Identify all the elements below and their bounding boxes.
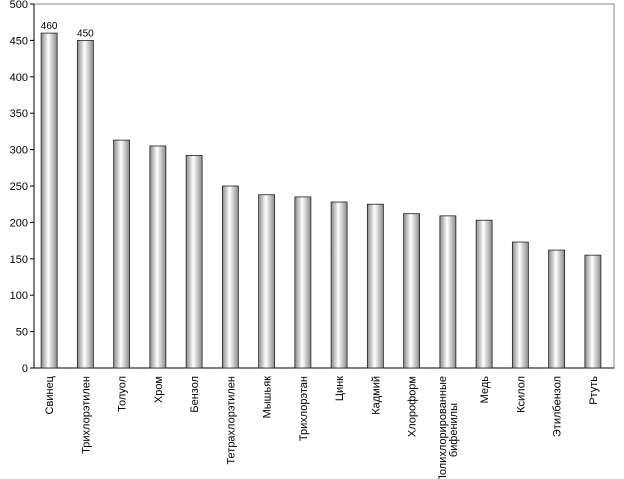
x-tick-label: Тетрахлорэтилен [225, 376, 237, 465]
x-tick-label: Свинец [44, 375, 56, 414]
y-tick-label: 50 [16, 327, 28, 339]
value-label: 460 [41, 21, 58, 32]
y-tick-label: 500 [10, 0, 28, 11]
x-tick-label: Этилбензол [552, 376, 564, 437]
x-tick-label: Бензол [189, 376, 201, 413]
x-tick-label: Кадмий [370, 376, 382, 415]
y-tick-label: 400 [10, 72, 28, 84]
bar [40, 32, 58, 369]
bar [511, 241, 529, 369]
y-tick-label: 450 [10, 35, 28, 47]
y-tick-label: 300 [10, 145, 28, 157]
x-tick-label: Толуол [117, 376, 129, 412]
x-tick-label: Хлороформ [407, 376, 419, 437]
x-tick-label: Медь [479, 376, 491, 404]
bar [113, 139, 131, 369]
bar [149, 145, 167, 369]
x-tick-label: Полихлорированные бифенилы [437, 376, 460, 479]
bar [330, 201, 348, 369]
x-tick-label: Мышьяк [262, 376, 274, 419]
x-tick-label: Ксилол [515, 376, 527, 413]
bar [584, 254, 602, 369]
y-tick-label: 350 [10, 108, 28, 120]
bar [439, 215, 457, 369]
bar [76, 40, 94, 369]
y-tick-label: 150 [10, 254, 28, 266]
y-tick-label: 250 [10, 181, 28, 193]
bar [366, 203, 384, 369]
bar [258, 194, 276, 369]
x-tick-label: Цинк [334, 376, 346, 401]
x-tick-label: Ртуть [588, 376, 600, 405]
x-tick-label: Трихлорэтилен [80, 376, 92, 454]
y-tick-label: 100 [10, 290, 28, 302]
bar [403, 213, 421, 369]
y-tick-label: 0 [22, 363, 28, 375]
bar [548, 249, 566, 369]
bar [475, 219, 493, 369]
x-tick-label: Хром [153, 376, 165, 403]
bar [185, 155, 203, 369]
bar [294, 196, 312, 369]
x-tick-label: Трихлорэтан [298, 376, 310, 441]
value-label: 450 [77, 28, 94, 39]
bar [221, 185, 239, 369]
y-tick-label: 200 [10, 217, 28, 229]
